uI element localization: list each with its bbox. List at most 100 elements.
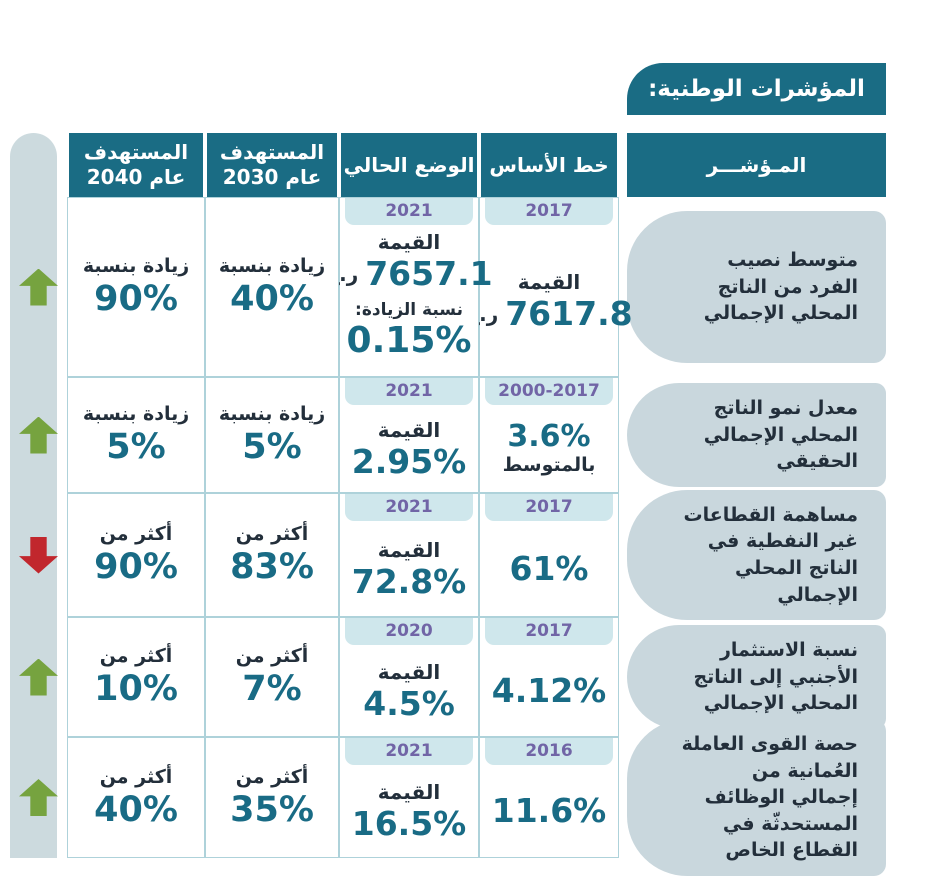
indicator-pill: معدل نمو الناتج المحلي الإجمالي الحقيقي: [627, 383, 886, 487]
target-label: زيادة بنسبة: [218, 403, 326, 425]
current-cell: 2021 القيمة 7657.1 ر.ع نسبة الزيادة: 0.1…: [325, 197, 493, 377]
trend-column-band: [10, 133, 57, 858]
target-value: 10%: [94, 669, 178, 709]
target-2030-cell: أكثر من 35%: [205, 737, 339, 858]
target-2040-cell: زيادة بنسبة 90%: [67, 197, 205, 377]
baseline-cell: 2017 61%: [479, 493, 619, 617]
target-value: 90%: [94, 547, 178, 587]
target-2040-cell: أكثر من 90%: [67, 493, 205, 617]
trend-up-icon: [19, 779, 58, 816]
indicator-pill: نسبة الاستثمار الأجنبي إلى الناتج المحلي…: [627, 625, 886, 729]
year-badge: 2016: [485, 738, 613, 765]
baseline-value: 3.6%: [507, 418, 591, 454]
year-badge: 2017: [485, 618, 613, 645]
current-value: 7657.1: [365, 254, 493, 293]
target-label: زيادة بنسبة: [82, 255, 190, 277]
target-label: أكثر من: [235, 765, 309, 788]
current-cell: 2021 القيمة 16.5%: [339, 737, 479, 858]
header-label: خط الأساس: [489, 152, 609, 177]
year-badge: 2021: [345, 738, 473, 765]
trend-cell: [10, 197, 67, 377]
table-row-indicator: نسبة الاستثمار الأجنبي إلى الناتج المحلي…: [627, 617, 886, 737]
column-header-current: الوضع الحالي: [341, 133, 477, 197]
target-value: 40%: [230, 279, 314, 319]
average-label: بالمتوسط: [502, 454, 596, 477]
target-2030-cell: زيادة بنسبة 40%: [205, 197, 339, 377]
baseline-cell: 2017 القيمة 7617.8 ر.ع: [465, 197, 633, 377]
year-badge: 2000-2017: [485, 378, 613, 405]
target-value: 5%: [106, 427, 166, 467]
column-header-target-2040: المستهدف عام 2040: [69, 133, 203, 197]
current-value: 16.5%: [351, 804, 467, 844]
target-value: 40%: [94, 789, 178, 830]
indicator-pill: متوسط نصيب الفرد من الناتج المحلي الإجما…: [627, 211, 886, 363]
indicators-table: المـؤشـــر خط الأساس الوضع الحالي المسته…: [10, 133, 886, 876]
trend-down-icon: [19, 536, 58, 574]
table-grid: المـؤشـــر خط الأساس الوضع الحالي المسته…: [10, 133, 886, 876]
trend-up-icon: [19, 416, 58, 454]
value-label: القيمة: [517, 269, 581, 294]
target-label: أكثر من: [99, 765, 173, 788]
table-row-indicator: حصة القوى العاملة العُمانية من إجمالي ال…: [627, 719, 886, 876]
target-value: 90%: [94, 279, 178, 319]
current-value: 4.5%: [363, 683, 455, 723]
target-value: 7%: [242, 669, 302, 709]
target-value: 83%: [230, 547, 314, 587]
baseline-value: 11.6%: [491, 791, 607, 831]
page-title-text: المؤشرات الوطنية:: [648, 76, 865, 102]
value-label: القيمة: [377, 417, 441, 442]
baseline-cell: 2016 11.6%: [479, 737, 619, 858]
baseline-value: 4.12%: [491, 670, 607, 710]
target-2040-cell: أكثر من 10%: [67, 617, 205, 737]
target-label: زيادة بنسبة: [82, 403, 190, 425]
trend-up-icon: [19, 658, 58, 696]
current-cell: 2021 القيمة 2.95%: [339, 377, 479, 493]
target-value: 5%: [242, 427, 302, 467]
year-badge: 2021: [345, 378, 473, 405]
trend-column-header-spacer: [10, 133, 67, 197]
column-header-indicator: المـؤشـــر: [627, 133, 886, 197]
target-2040-cell: أكثر من 40%: [67, 737, 205, 858]
header-label: المـؤشـــر: [706, 152, 807, 177]
year-badge: 2020: [345, 618, 473, 645]
target-label: أكثر من: [235, 645, 309, 667]
target-2040-cell: زيادة بنسبة 5%: [67, 377, 205, 493]
indicator-pill: مساهمة القطاعات غير النفطية في الناتج ال…: [627, 489, 886, 621]
value-label: القيمة: [377, 659, 441, 684]
trend-cell: [10, 377, 67, 493]
table-row-indicator: معدل نمو الناتج المحلي الإجمالي الحقيقي: [627, 377, 886, 493]
year-badge: 2017: [485, 198, 613, 225]
year-badge: 2017: [485, 494, 613, 521]
page-title: المؤشرات الوطنية:: [627, 63, 886, 115]
baseline-cell: 2000-2017 3.6% بالمتوسط: [479, 377, 619, 493]
current-cell: 2021 القيمة 72.8%: [339, 493, 479, 617]
current-cell: 2020 القيمة 4.5%: [339, 617, 479, 737]
target-2030-cell: أكثر من 83%: [205, 493, 339, 617]
column-header-target-2030: المستهدف عام 2030: [207, 133, 337, 197]
target-label: أكثر من: [99, 645, 173, 667]
trend-up-icon: [19, 268, 58, 306]
header-label: المستهدف: [219, 140, 325, 164]
target-2030-cell: أكثر من 7%: [205, 617, 339, 737]
trend-cell: [10, 617, 67, 737]
trend-cell: [10, 737, 67, 858]
table-row-indicator: مساهمة القطاعات غير النفطية في الناتج ال…: [627, 489, 886, 621]
baseline-value: 7617.8: [505, 293, 633, 333]
target-label: زيادة بنسبة: [218, 255, 326, 277]
increase-rate-label: نسبة الزيادة:: [355, 299, 463, 320]
trend-cell: [10, 493, 67, 617]
current-value: 72.8%: [351, 561, 467, 601]
header-label: عام 2040: [86, 165, 186, 189]
value-label: القيمة: [377, 230, 441, 254]
year-badge: 2021: [345, 494, 473, 521]
target-label: أكثر من: [235, 523, 309, 545]
value-label: القيمة: [377, 780, 441, 805]
indicator-pill: حصة القوى العاملة العُمانية من إجمالي ال…: [627, 719, 886, 876]
header-label: المستهدف: [83, 140, 189, 164]
target-label: أكثر من: [99, 523, 173, 545]
target-2030-cell: زيادة بنسبة 5%: [205, 377, 339, 493]
baseline-value: 61%: [509, 548, 589, 588]
header-label: الوضع الحالي: [343, 152, 475, 177]
value-label: القيمة: [377, 537, 441, 562]
